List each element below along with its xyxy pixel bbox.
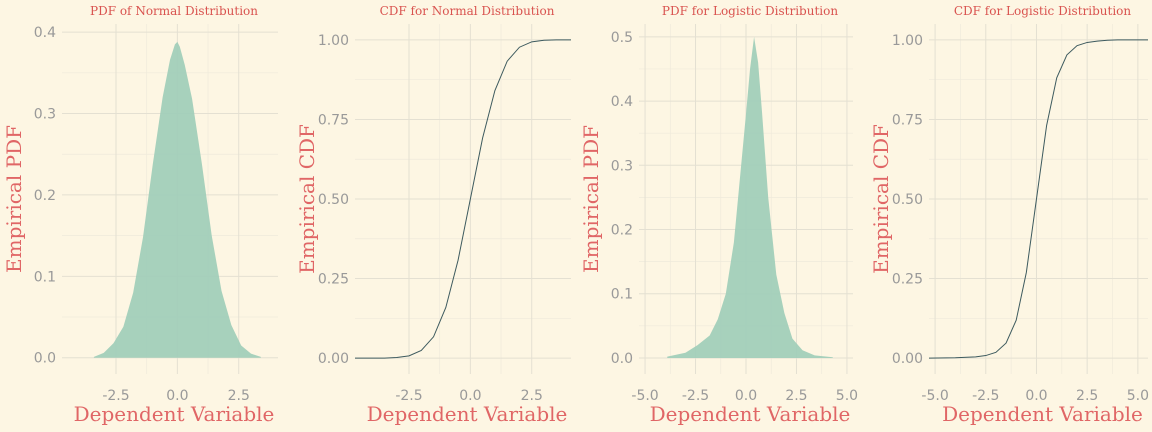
y-tick-label: 0.50 bbox=[318, 192, 349, 208]
pdf-area bbox=[93, 41, 261, 358]
x-tick-label: 0.0 bbox=[459, 388, 481, 404]
x-tick-label: -2.5 bbox=[395, 388, 422, 404]
y-tick-label: 1.00 bbox=[892, 33, 923, 49]
panel-title: CDF for Logistic Distribution bbox=[954, 4, 1132, 18]
y-tick-label: 0.0 bbox=[34, 351, 56, 367]
y-tick-label: 0.2 bbox=[34, 188, 56, 204]
panel-title: PDF for Logistic Distribution bbox=[662, 4, 838, 18]
y-tick-label: 0.00 bbox=[892, 351, 923, 367]
panel-1: -2.5 0.0 2.5 0.0 0.1 0.2 0.3 0.4 PDF of Normal D… bbox=[2, 4, 278, 426]
x-axis-title: Dependent Variable bbox=[74, 402, 275, 426]
y-tick-label: 0.3 bbox=[611, 158, 633, 174]
y-axis-title: Empirical PDF bbox=[2, 125, 26, 273]
panel-title: PDF of Normal Distribution bbox=[90, 4, 258, 18]
panel-title: CDF for Normal Distribution bbox=[380, 4, 555, 18]
y-tick-label: 0.1 bbox=[34, 269, 56, 285]
y-tick-label: 0.1 bbox=[611, 287, 633, 303]
y-axis-title: Empirical CDF bbox=[295, 124, 319, 274]
x-tick-label: 0.0 bbox=[735, 388, 757, 404]
y-tick-label: 1.00 bbox=[318, 33, 349, 49]
x-axis-title: Dependent Variable bbox=[942, 402, 1143, 426]
panel-4: -5.0 -2.5 0.0 2.5 5.0 0.00 0.25 0.50 0.75 1.00 CDF… bbox=[869, 4, 1149, 426]
x-tick-label: 2.5 bbox=[785, 388, 807, 404]
y-tick-label: 0.2 bbox=[611, 223, 633, 239]
cdf-line bbox=[928, 39, 1148, 359]
panel-3: -5.0 -2.5 0.0 2.5 5.0 0.0 0.1 0.2 0.3 0.4 0.5 PDF f… bbox=[579, 4, 858, 426]
y-tick-label: 0.75 bbox=[318, 112, 349, 128]
y-tick-label: 0.3 bbox=[34, 107, 56, 123]
y-tick-label: 0.4 bbox=[611, 94, 633, 110]
y-tick-label: 0.25 bbox=[318, 272, 349, 288]
x-tick-label: 5.0 bbox=[1127, 388, 1149, 404]
x-tick-label: 0.0 bbox=[166, 388, 188, 404]
panel-2: -2.5 0.0 2.5 0.00 0.25 0.50 0.75 1.00 CDF for No… bbox=[295, 4, 571, 426]
y-tick-label: 0.0 bbox=[611, 351, 633, 367]
y-axis-title: Empirical CDF bbox=[869, 124, 893, 274]
x-tick-label: 2.5 bbox=[1076, 388, 1098, 404]
x-tick-label: 2.5 bbox=[521, 388, 543, 404]
y-tick-label: 0.00 bbox=[318, 351, 349, 367]
y-tick-label: 0.4 bbox=[34, 25, 56, 41]
pdf-area bbox=[667, 36, 833, 358]
x-tick-label: 0.0 bbox=[1025, 388, 1047, 404]
x-tick-label: -2.5 bbox=[682, 388, 709, 404]
y-tick-label: 0.25 bbox=[892, 272, 923, 288]
x-tick-label: -5.0 bbox=[631, 388, 658, 404]
x-tick-label: -5.0 bbox=[921, 388, 948, 404]
y-tick-label: 0.5 bbox=[611, 30, 633, 46]
x-tick-label: -2.5 bbox=[102, 388, 129, 404]
x-tick-label: 2.5 bbox=[228, 388, 250, 404]
y-tick-label: 0.75 bbox=[892, 112, 923, 128]
x-tick-label: 5.0 bbox=[836, 388, 858, 404]
x-tick-label: -2.5 bbox=[972, 388, 999, 404]
y-tick-label: 0.50 bbox=[892, 192, 923, 208]
x-axis-title: Dependent Variable bbox=[650, 402, 851, 426]
x-axis-title: Dependent Variable bbox=[367, 402, 568, 426]
y-axis-title: Empirical PDF bbox=[579, 125, 603, 273]
cdf-line bbox=[355, 39, 571, 359]
